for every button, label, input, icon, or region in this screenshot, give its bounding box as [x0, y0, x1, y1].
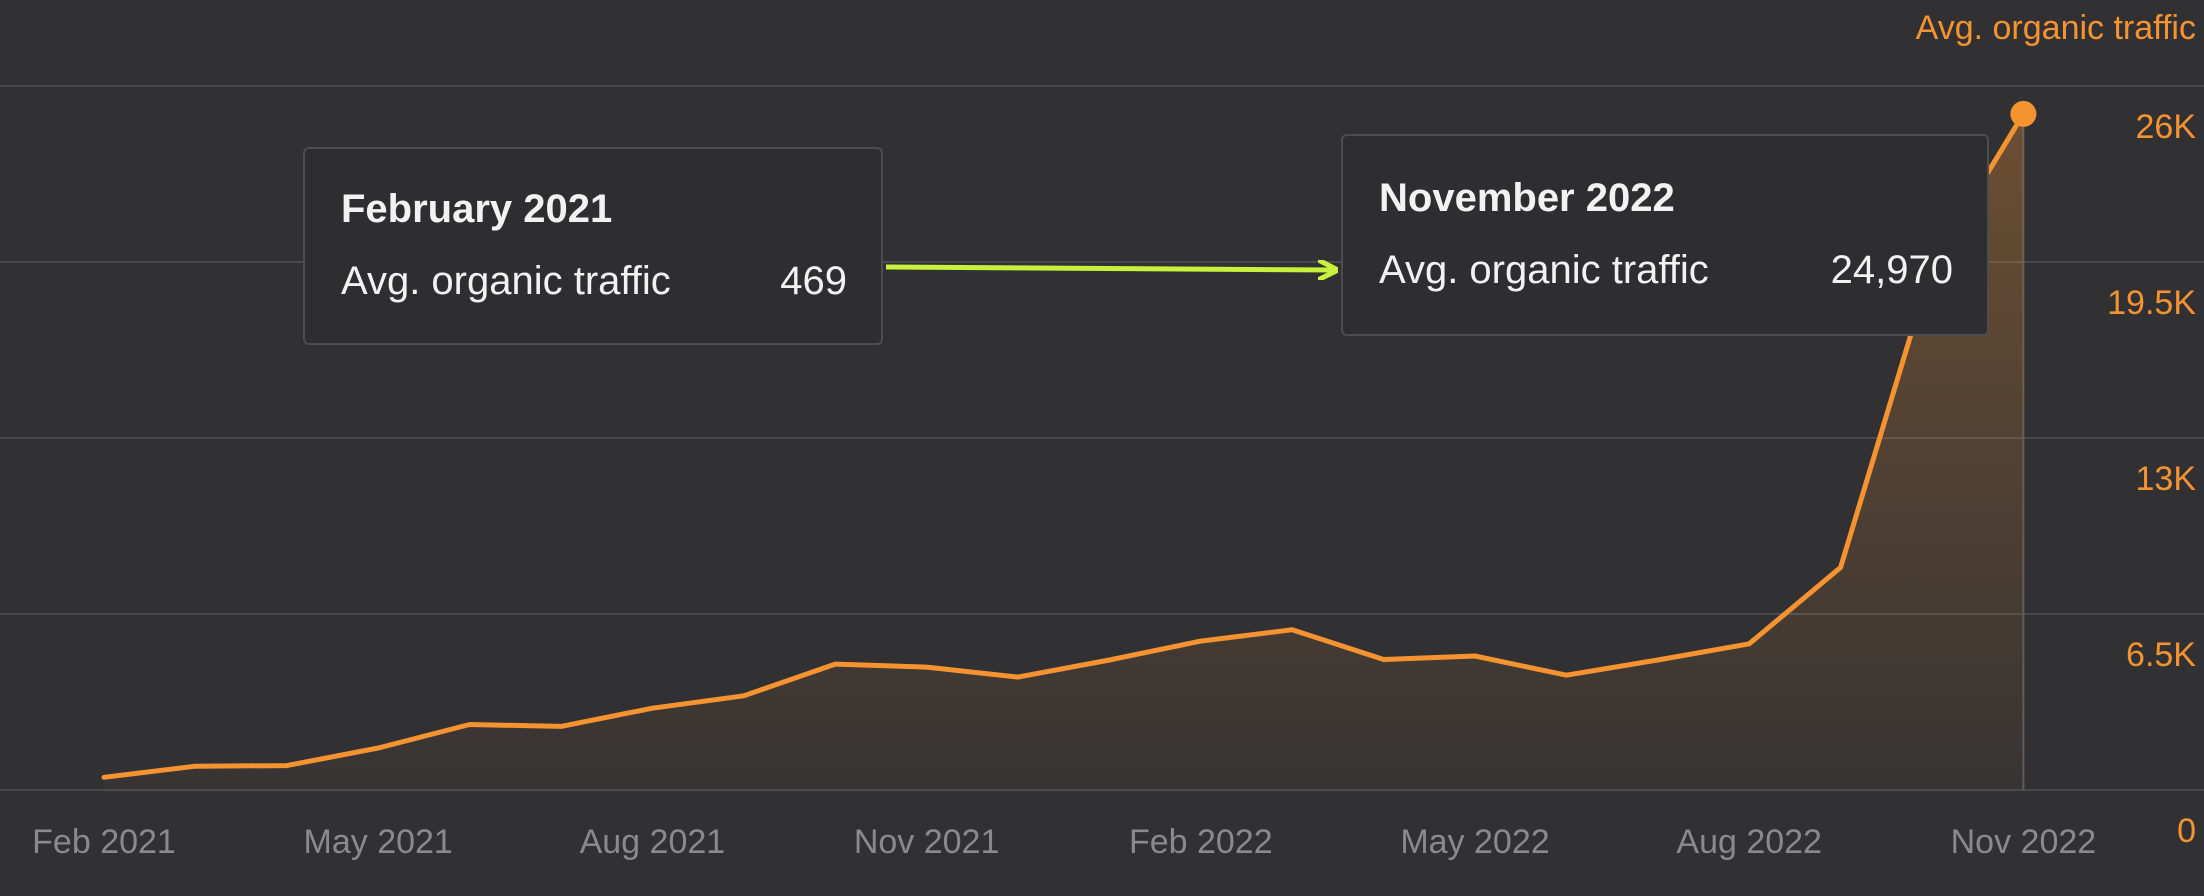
data-point: [1289, 627, 1295, 633]
x-tick-label: May 2022: [1400, 823, 1549, 861]
tooltip-end: November 2022 Avg. organic traffic 24,97…: [1341, 134, 1989, 336]
data-point: [1015, 674, 1021, 680]
series-label: Avg. organic traffic: [1916, 9, 2196, 47]
x-tick-label: Aug 2021: [580, 823, 726, 861]
x-tick-label: May 2021: [304, 823, 453, 861]
annotation-arrow: [885, 267, 1334, 270]
y-tick-label: 26K: [2136, 108, 2197, 146]
x-tick-label: Aug 2022: [1676, 823, 1822, 861]
data-point: [1746, 641, 1752, 647]
y-tick-label: 6.5K: [2126, 636, 2196, 674]
x-tick-label: Nov 2021: [854, 823, 1000, 861]
series-layer: [101, 100, 2037, 790]
x-axis-ticks: Feb 2021 May 2021 Aug 2021 Nov 2021 Feb 2022…: [32, 823, 2096, 861]
x-tick-label: Feb 2022: [1129, 823, 1273, 861]
data-point: [558, 723, 564, 729]
series-area: [104, 113, 2024, 790]
data-point: [284, 763, 290, 769]
data-point: [924, 664, 930, 670]
x-tick-label: Nov 2022: [1951, 823, 2097, 861]
data-point: [1838, 564, 1844, 570]
data-point: [649, 705, 655, 711]
tooltip-value: 24,970: [1830, 248, 1953, 292]
data-point: [375, 745, 381, 751]
data-point: [101, 774, 107, 780]
data-point: [1106, 657, 1112, 663]
tooltip-label: Avg. organic traffic: [1379, 248, 1709, 292]
tooltip-start: February 2021 Avg. organic traffic 469: [303, 147, 883, 345]
tooltip-label: Avg. organic traffic: [341, 259, 671, 303]
y-tick-label: 13K: [2136, 460, 2197, 498]
y-tick-label: 19.5K: [2107, 284, 2196, 322]
data-point: [1198, 638, 1204, 644]
y-axis-ticks: 0 6.5K 13K 19.5K 26K: [2107, 108, 2196, 850]
data-point: [1563, 672, 1569, 678]
tooltip-title: November 2022: [1379, 176, 1675, 220]
x-tick-label: Feb 2021: [32, 823, 176, 861]
data-point: [1472, 653, 1478, 659]
series-line: [101, 111, 2026, 780]
data-point: [741, 693, 747, 699]
highlight-point: [2010, 100, 2037, 127]
tooltip-value: 469: [780, 259, 847, 303]
data-point: [1655, 657, 1661, 663]
data-point: [467, 721, 473, 727]
tooltip-title: February 2021: [341, 187, 613, 231]
data-point: [192, 763, 198, 769]
data-point: [832, 661, 838, 667]
data-point: [1381, 656, 1387, 662]
y-tick-label: 0: [2177, 812, 2196, 850]
